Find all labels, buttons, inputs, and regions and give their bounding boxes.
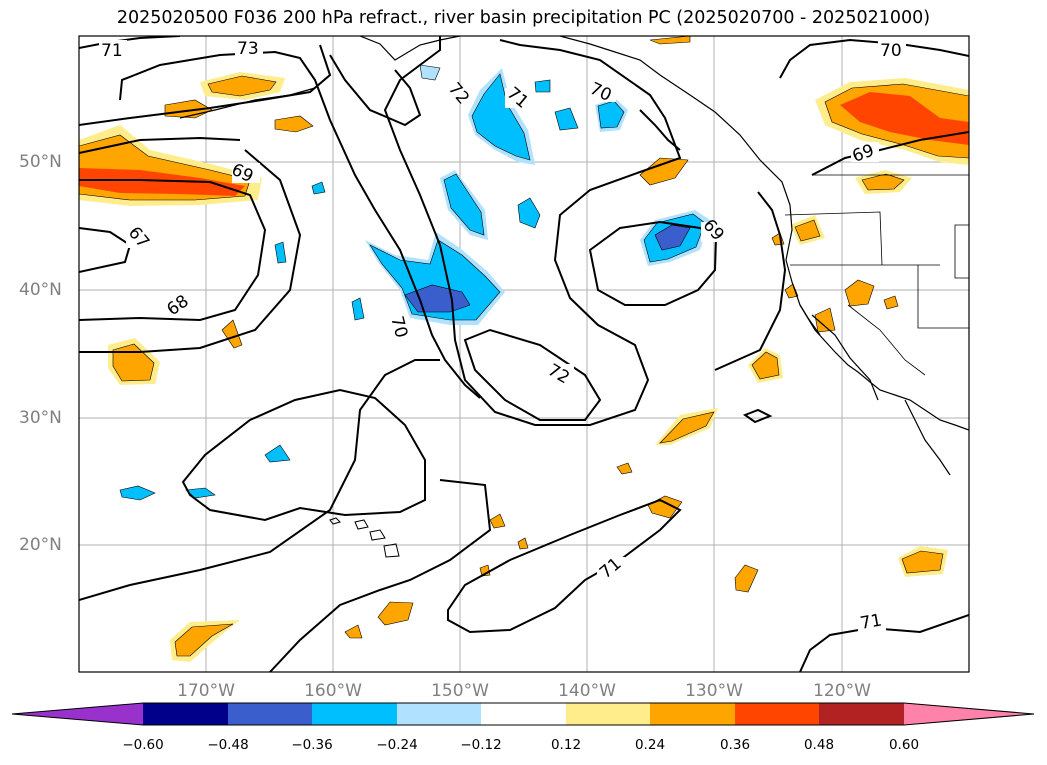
colorbar-tick: −0.12 [460, 737, 502, 753]
map-title: 2025020500 F036 200 hPa refract., river … [116, 8, 931, 28]
contour-label: 70 [880, 41, 902, 61]
lat-label: 30°N [19, 408, 62, 428]
political-borders [784, 174, 969, 376]
colorbar [11, 702, 1035, 726]
lon-label: 140°W [558, 681, 616, 701]
colorbar-bin [735, 703, 819, 725]
colorbar-tick: −0.60 [122, 737, 164, 753]
precip-positive-shading [79, 36, 969, 662]
lon-label: 130°W [685, 681, 743, 701]
map-frame [78, 35, 970, 673]
colorbar-bin [819, 703, 904, 725]
colorbar-tick: 0.48 [803, 737, 835, 753]
lon-label: 160°W [304, 681, 362, 701]
coastlines [179, 36, 969, 476]
colorbar-tick: 0.36 [719, 737, 751, 753]
colorbar-bin [650, 703, 735, 725]
lon-label: 150°W [431, 681, 489, 701]
precip-negative-shading [119, 64, 710, 501]
colorbar-tick: 0.60 [888, 737, 920, 753]
hawaii-islands [329, 517, 400, 558]
colorbar-bin [312, 703, 397, 725]
contour-label-group: 71 73 72 71 70 70 69 69 67 68 70 72 69 7… [99, 38, 906, 634]
refractivity-contours [79, 36, 969, 672]
lat-label: 40°N [19, 280, 62, 300]
colorbar-tick: 0.24 [634, 737, 666, 753]
lat-label: 20°N [19, 535, 62, 555]
lon-label: 120°W [813, 681, 871, 701]
colorbar-extend-high [904, 703, 1034, 725]
lat-label: 50°N [19, 152, 62, 172]
colorbar-bin [143, 703, 228, 725]
contour-label: 71 [859, 610, 884, 633]
contour-label: 71 [101, 41, 123, 61]
colorbar-bin [397, 703, 481, 725]
colorbar-tick: −0.48 [207, 737, 249, 753]
lon-label: 170°W [177, 681, 235, 701]
colorbar-tick: 0.12 [550, 737, 582, 753]
colorbar-tick: −0.24 [376, 737, 418, 753]
colorbar-bin [566, 703, 650, 725]
colorbar-bin [481, 703, 566, 725]
contour-label: 72 [444, 79, 473, 108]
colorbar-tick: −0.36 [291, 737, 333, 753]
contour-label: 73 [237, 39, 259, 59]
colorbar-extend-low [12, 703, 143, 725]
colorbar-bin [228, 703, 312, 725]
